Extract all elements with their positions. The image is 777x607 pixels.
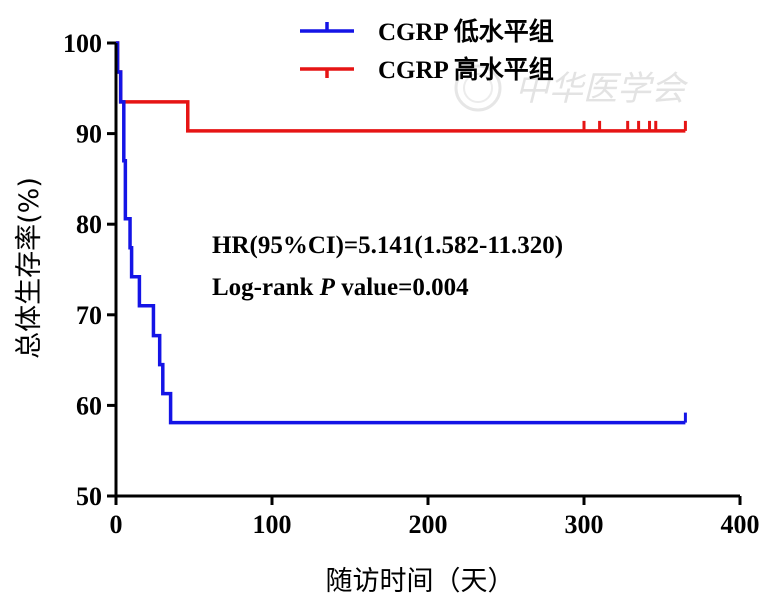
legend-label-low: CGRP 低水平组 [378, 18, 554, 46]
legend-item-high: CGRP 高水平组 [300, 55, 554, 84]
x-tick-label: 0 [110, 510, 123, 539]
series-layer [115, 41, 687, 425]
ticks: 0 100 200 300 400 50 60 70 80 90 100 [63, 29, 760, 539]
watermark-text: 中华医学会 [515, 69, 689, 109]
axes [114, 43, 740, 498]
y-tick-label: 50 [76, 482, 102, 511]
x-tick-label: 400 [721, 510, 760, 539]
x-tick-label: 200 [409, 510, 448, 539]
x-tick-label: 100 [253, 510, 292, 539]
y-tick-label: 90 [76, 120, 102, 149]
x-axis-title: 随访时间（天） [326, 566, 515, 597]
logrank-annotation: Log-rank P value=0.004 [212, 274, 469, 301]
y-tick-label: 70 [76, 301, 102, 330]
y-tick-label: 80 [76, 210, 102, 239]
y-axis-title: 总体生存率(%) [14, 177, 45, 359]
series-line-0 [115, 41, 686, 425]
logrank-value: value=0.004 [335, 274, 469, 301]
hr-annotation: HR(95%CI)=5.141(1.582-11.320) [212, 232, 563, 259]
watermark: 中华医学会 [454, 64, 689, 112]
watermark-seal [454, 64, 502, 112]
logrank-text: Log-rank [212, 274, 320, 301]
watermark-seal-inner [463, 73, 493, 103]
legend: CGRP 低水平组 CGRP 高水平组 [300, 18, 554, 84]
y-tick-label: 100 [63, 29, 102, 58]
y-tick-label: 60 [76, 391, 102, 420]
x-tick-label: 300 [565, 510, 604, 539]
legend-label-high: CGRP 高水平组 [378, 55, 554, 84]
logrank-p-symbol: P [319, 274, 336, 301]
legend-item-low: CGRP 低水平组 [300, 18, 554, 46]
